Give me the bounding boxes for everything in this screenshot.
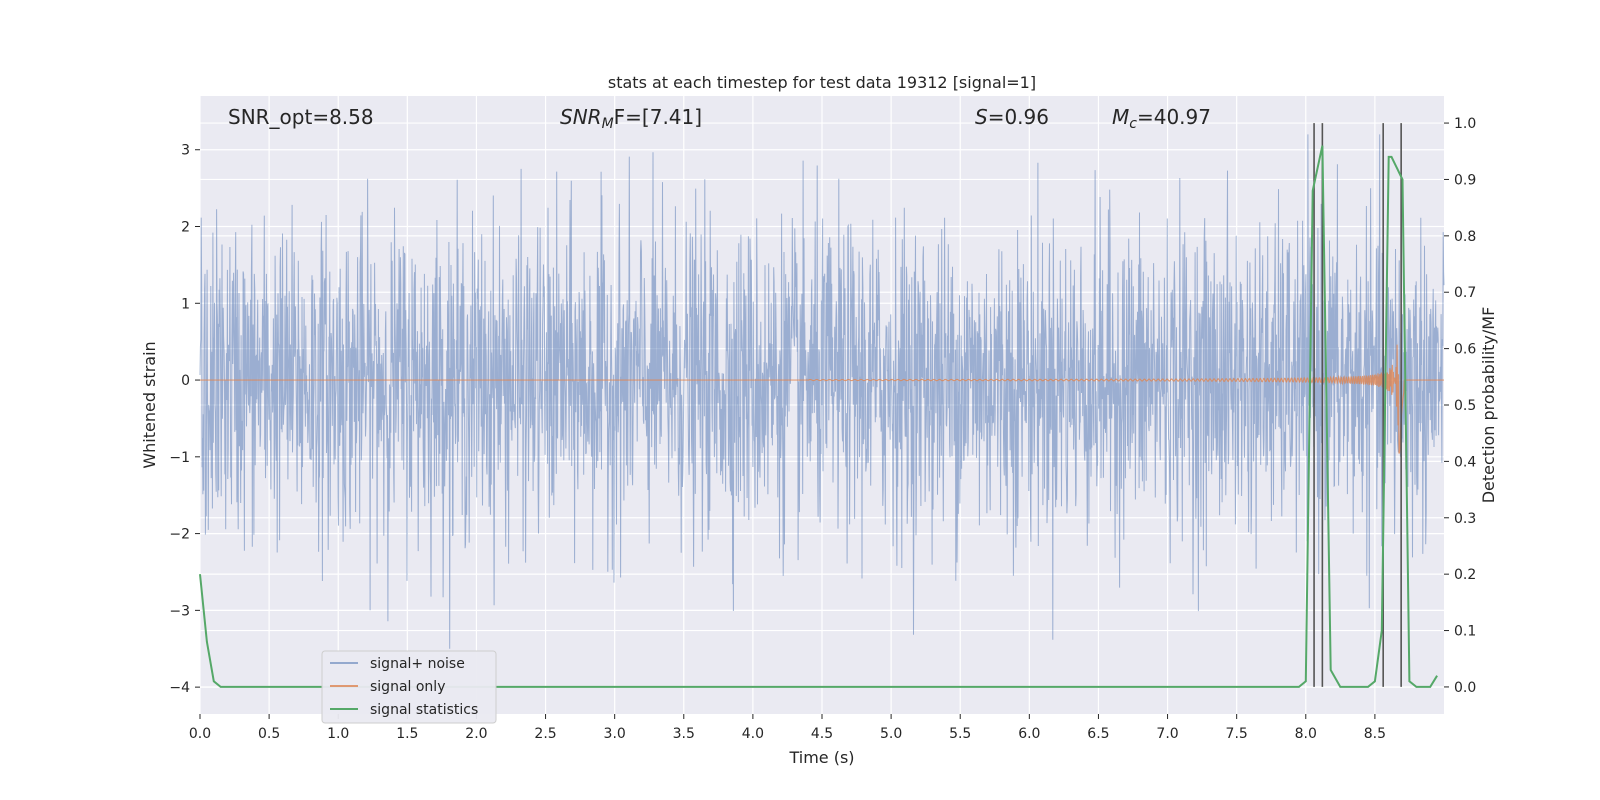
signal-statistics-line [199,145,1438,688]
y-axis-ticks: 3 2 1 0 −1 −2 −3 −4 [169,143,200,696]
y-axis-label: Whitened strain [140,341,159,468]
x-tick-label: 0.5 [258,726,280,742]
x-tick-label: 6.5 [1087,726,1109,742]
y-right-tick-label: 0.2 [1454,567,1476,583]
y-tick-label: 2 [181,220,190,236]
y-right-axis-ticks: 1.0 0.9 0.8 0.7 0.6 0.5 0.4 0.3 0.2 0.1 0.0 [1444,116,1476,696]
annotation-snr-mf: SNRMF=[7.41] [560,105,702,132]
x-axis-ticks: 0.0 0.5 1.0 1.5 2.0 2.5 3.0 3.5 4.0 4.5 5.0 5.5 6.0 6… [189,714,1386,742]
signal-only-line [200,344,1444,454]
y-right-tick-label: 0.5 [1454,398,1476,414]
x-tick-label: 1.0 [327,726,349,742]
legend: signal+ noise signal only signal statist… [321,650,497,724]
x-tick-label: 5.5 [949,726,971,742]
y-right-tick-label: 0.3 [1454,511,1476,527]
y-right-tick-label: 0.9 [1454,172,1476,188]
x-tick-label: 7.0 [1156,726,1178,742]
y-tick-label: −1 [169,450,190,466]
x-tick-label: 2.0 [465,726,487,742]
legend-label-signal-only: signal only [370,679,445,695]
y-right-tick-label: 0.0 [1454,680,1476,696]
x-tick-label: 8.0 [1295,726,1317,742]
x-tick-label: 3.0 [604,726,626,742]
y-right-tick-label: 0.8 [1454,229,1476,245]
series-signal-only [200,344,1444,454]
annotation-snr-opt: SNR_opt=8.58 [228,105,374,129]
series-signal-statistics [199,145,1438,688]
chart-title: stats at each timestep for test data 193… [608,73,1036,92]
x-tick-label: 4.5 [811,726,833,742]
y-tick-label: 3 [181,143,190,159]
y-right-tick-label: 0.4 [1454,454,1476,470]
y-right-axis-label: Detection probability/MF [1479,307,1498,504]
x-tick-label: 1.5 [396,726,418,742]
y-tick-label: −4 [169,680,190,696]
x-tick-label: 0.0 [189,726,211,742]
legend-box [321,650,497,724]
x-axis-label: Time (s) [788,748,854,767]
y-tick-label: −3 [169,603,190,619]
series-signal-noise [199,134,1445,649]
y-tick-label: 0 [181,373,190,389]
y-right-tick-label: 0.1 [1454,624,1476,640]
y-right-tick-label: 1.0 [1454,116,1476,132]
x-tick-label: 5.0 [880,726,902,742]
annotation-s: S=0.96 [975,105,1049,129]
y-tick-label: 1 [181,296,190,312]
x-tick-label: 2.5 [534,726,556,742]
x-tick-label: 7.5 [1226,726,1248,742]
legend-label-signal-statistics: signal statistics [370,702,478,718]
x-tick-label: 3.5 [673,726,695,742]
signal-noise-line [199,134,1445,649]
x-tick-label: 6.0 [1018,726,1040,742]
legend-label-signal-noise: signal+ noise [370,656,465,672]
y-right-tick-label: 0.6 [1454,342,1476,358]
y-tick-label: −2 [169,527,190,543]
y-right-tick-label: 0.7 [1454,285,1476,301]
x-tick-label: 4.0 [742,726,764,742]
x-tick-label: 8.5 [1364,726,1386,742]
annotation-mc: Mc=40.97 [1112,105,1211,132]
